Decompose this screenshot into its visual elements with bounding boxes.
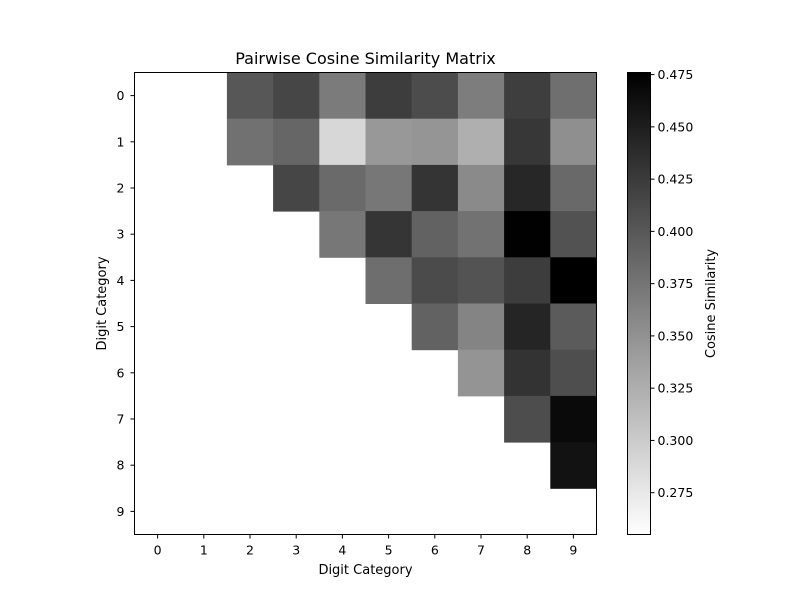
heatmap-cell-8-9 [550,442,597,489]
y-tick-label: 8 [117,458,125,473]
y-tick-label: 3 [117,227,125,242]
colorbar-tick-label: 0.325 [658,381,694,396]
heatmap-cell-2-7 [457,164,505,212]
heatmap-cell-4-9 [550,257,597,304]
x-tick-label: 6 [431,543,439,558]
heatmap-cell-1-8 [504,118,551,166]
x-tick-label: 9 [569,543,577,558]
y-tick-label: 6 [117,365,125,380]
heatmap-cell-3-4 [319,211,366,258]
heatmap-cell-7-9 [550,395,597,443]
x-tick-label: 2 [246,543,254,558]
y-tick-label: 0 [117,88,125,103]
heatmap-cell-4-6 [411,257,459,304]
heatmap-cell-6-9 [550,349,597,397]
colorbar-tick-label: 0.375 [658,276,694,291]
y-tick-label: 1 [117,134,125,149]
colorbar-tick-label: 0.275 [658,485,694,500]
heatmap-cell-3-8 [504,211,551,258]
colorbar-tick-label: 0.350 [658,328,694,343]
heatmap-cell-3-7 [457,211,505,258]
heatmap-cells [226,72,597,489]
heatmap-cell-2-4 [319,164,366,212]
colorbar [627,72,651,535]
heatmap-cell-0-9 [550,72,597,120]
heatmap-cell-0-2 [226,72,274,120]
heatmap-cell-5-6 [411,303,459,351]
colorbar-tick-label: 0.300 [658,433,694,448]
plot-frame [134,72,597,535]
heatmap-cell-2-8 [504,164,551,212]
colorbar-tick-label: 0.475 [658,67,694,82]
y-tick-label: 7 [117,412,125,427]
x-axis-label: Digit Category [318,563,412,578]
heatmap-cell-6-7 [457,349,505,397]
y-tick-label: 5 [117,319,125,334]
heatmap-cell-0-8 [504,72,551,120]
x-tick-label: 1 [200,543,208,558]
x-tick-label: 4 [338,543,346,558]
x-tick-label: 5 [385,543,393,558]
heatmap-cell-1-3 [273,118,320,166]
heatmap-cell-2-5 [365,164,413,212]
heatmap-cell-1-9 [550,118,597,166]
y-tick-label: 4 [117,273,125,288]
heatmap-cell-4-8 [504,257,551,304]
y-axis-ticks: 0 1 2 3 4 5 6 7 8 9 [117,88,135,519]
x-tick-label: 8 [523,543,531,558]
colorbar-tick-label: 0.425 [658,172,694,187]
heatmap-cell-4-7 [457,257,505,304]
x-tick-label: 3 [292,543,300,558]
heatmap-cell-0-7 [457,72,505,120]
colorbar-tick-label: 0.400 [658,224,694,239]
y-axis-label: Digit Category [95,256,110,350]
heatmap-cell-5-8 [504,303,551,351]
colorbar-tick-label: 0.450 [658,119,694,134]
heatmap-cell-1-7 [457,118,505,166]
heatmap-cell-1-5 [365,118,413,166]
heatmap-cell-7-8 [504,395,551,443]
heatmap-cell-4-5 [365,257,413,304]
y-tick-label: 2 [117,181,125,196]
x-axis-ticks: 0 1 2 3 4 5 6 7 8 9 [154,534,577,558]
x-tick-label: 7 [477,543,485,558]
colorbar-ticks: 0.275 0.300 0.325 0.350 0.375 0.400 0.425 0.450… [650,67,694,500]
heatmap-cell-5-9 [550,303,597,351]
heatmap-cell-6-8 [504,349,551,397]
chart-title: Pairwise Cosine Similarity Matrix [235,49,495,68]
heatmap-cell-2-9 [550,164,597,212]
heatmap-cell-3-6 [411,211,459,258]
y-tick-label: 9 [117,504,125,519]
heatmap-cell-0-6 [411,72,459,120]
heatmap-cell-3-5 [365,211,413,258]
heatmap-cell-1-2 [226,118,274,166]
heatmap-cell-0-5 [365,72,413,120]
heatmap-cell-2-3 [273,164,320,212]
heatmap-cell-0-4 [319,72,366,120]
heatmap-cell-1-4 [319,118,366,166]
heatmap-cell-2-6 [411,164,459,212]
heatmap-cell-3-9 [550,211,597,258]
heatmap-cell-1-6 [411,118,459,166]
x-tick-label: 0 [154,543,162,558]
colorbar-label: Cosine Similarity [704,249,719,359]
heatmap-cell-5-7 [457,303,505,351]
heatmap-cell-0-3 [273,72,320,120]
